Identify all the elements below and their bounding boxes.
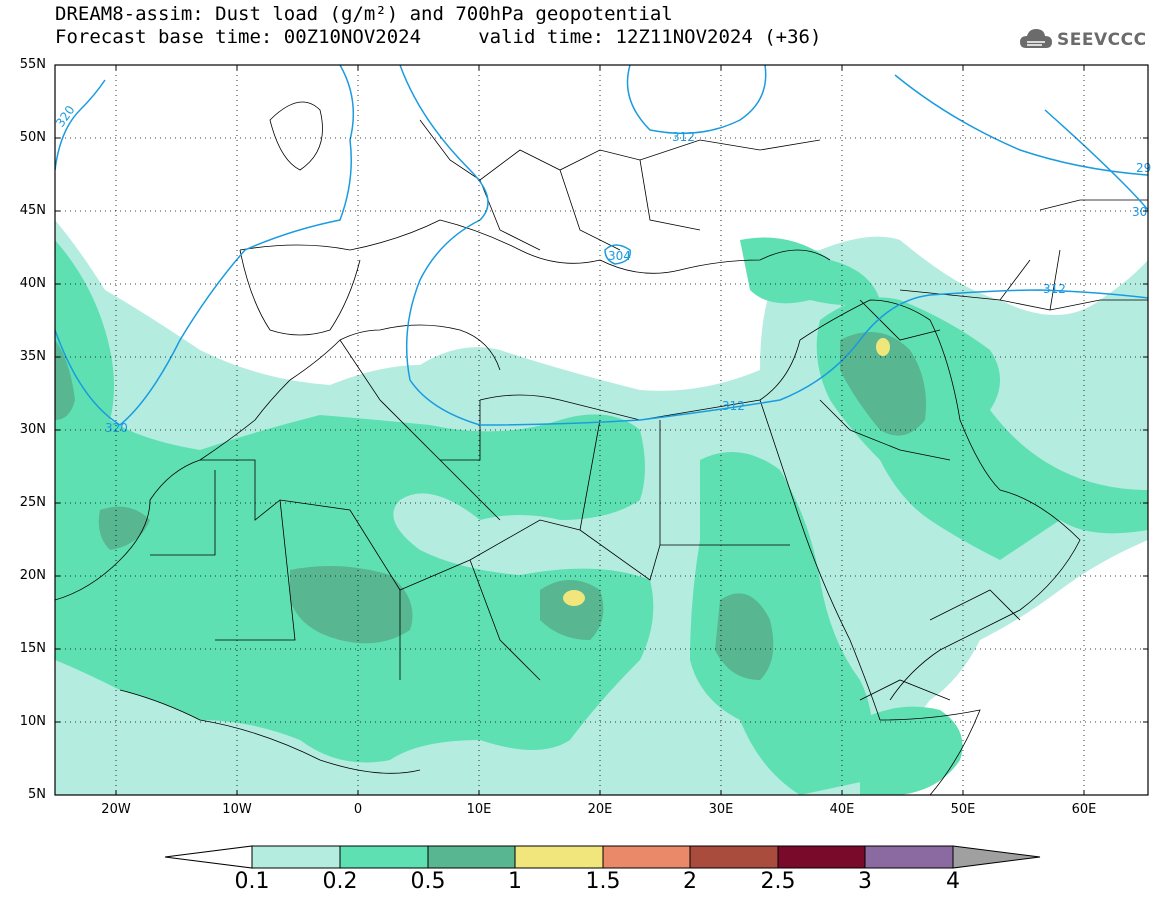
dust-level-peak	[876, 338, 890, 356]
colorbar-swatch	[689, 845, 779, 869]
border-line	[339, 339, 501, 521]
dust-level-medium	[860, 706, 963, 795]
seevccc-logo: SEEVCCC	[1018, 26, 1147, 54]
coastline-red-sea	[759, 399, 881, 721]
dust-level-dense	[840, 332, 926, 436]
dust-level-dense	[540, 580, 604, 640]
border-line	[150, 419, 661, 681]
contour-312-north	[626, 65, 767, 135]
dust-level-dense	[98, 506, 150, 550]
colorbar-swatch	[251, 845, 341, 869]
forecast-time-subtitle: Forecast base time: 00Z10NOV2024 valid t…	[55, 26, 822, 48]
lat-label: 40N	[19, 276, 46, 291]
border-line	[859, 589, 1021, 701]
colorbar-label: 2	[683, 869, 697, 894]
lat-label: 55N	[19, 57, 46, 72]
colorbar-swatch	[777, 845, 866, 869]
colorbar-low-arrow	[164, 845, 253, 869]
border-line	[200, 459, 790, 591]
lat-label: 35N	[19, 349, 46, 364]
lon-label: 40E	[829, 802, 855, 817]
coastline-gulf-guinea	[119, 689, 421, 774]
colorbar-label: 1	[508, 869, 522, 894]
lon-label: 20W	[101, 802, 131, 817]
dust-level-dense	[290, 566, 413, 644]
lon-label: 50E	[950, 802, 976, 817]
lon-label: 10E	[466, 802, 492, 817]
colorbar	[164, 845, 1041, 869]
dust-level-dense	[55, 340, 75, 420]
lat-label: 10N	[19, 714, 46, 729]
colorbar-label: 2.5	[760, 869, 796, 894]
contour-label: 320	[105, 421, 128, 435]
contour-30x	[1044, 109, 1148, 211]
colorbar-label: 1.5	[585, 869, 621, 894]
dust-level-medium	[55, 240, 654, 763]
colorbar-swatch	[602, 845, 691, 869]
lon-label: 0	[353, 802, 363, 817]
dust-level-medium	[690, 452, 874, 795]
colorbar-label: 0.5	[410, 869, 446, 894]
contour-312-main	[399, 65, 1148, 426]
contour-label: 312	[722, 399, 745, 413]
map-title: DREAM8-assim: Dust load (g/m²) and 700hP…	[55, 3, 673, 25]
contour-label: 312	[672, 130, 695, 144]
lat-label: 30N	[19, 422, 46, 437]
lon-label: 10W	[222, 802, 252, 817]
coastline-horn-africa	[879, 709, 981, 795]
colorbar-label: 3	[858, 869, 872, 894]
lat-label: 50N	[19, 130, 46, 145]
country-borders	[55, 101, 1148, 795]
cloud-icon	[1020, 29, 1052, 48]
coastline-west-africa	[55, 324, 501, 601]
colorbar-high-arrow	[952, 845, 1041, 869]
coastline-iberia	[239, 249, 361, 336]
colorbar-swatch	[339, 845, 429, 869]
contour-label: 29	[1136, 161, 1151, 175]
graticule	[55, 65, 1148, 795]
lat-label: 15N	[19, 641, 46, 656]
colorbar-swatch	[514, 845, 604, 869]
lat-label: 45N	[19, 203, 46, 218]
lat-label: 25N	[19, 495, 46, 510]
dust-level-peak	[563, 590, 585, 606]
colorbar-label: 4	[946, 869, 960, 894]
border-line	[419, 119, 821, 181]
coastline-britain	[269, 101, 323, 171]
contour-320-west	[55, 65, 355, 426]
colorbar-swatch	[427, 845, 516, 869]
border-line	[999, 199, 1148, 311]
lon-label: 60E	[1071, 802, 1097, 817]
coastline-europe	[239, 219, 831, 274]
dust-level-dense	[715, 593, 774, 680]
lon-label: 30E	[708, 802, 734, 817]
contour-label: 30	[1132, 205, 1147, 219]
contour-320-northwest	[55, 79, 106, 171]
contour-label-group: 320 312 304 312 320 312 29 30	[53, 103, 1151, 435]
colorbar-swatch	[864, 845, 954, 869]
colorbar-label: 0.2	[322, 869, 358, 894]
coastline-arabia	[799, 299, 1081, 701]
contour-29x	[894, 74, 1148, 176]
contour-304	[604, 244, 631, 265]
contour-label: 312	[1043, 282, 1066, 296]
lat-label: 5N	[28, 787, 46, 802]
geopotential-contours	[55, 65, 1148, 426]
dust-level-medium	[740, 237, 880, 305]
colorbar-label: 0.1	[234, 869, 270, 894]
lon-label: 20E	[587, 802, 613, 817]
dust-fields	[55, 220, 1148, 795]
lat-label: 20N	[19, 568, 46, 583]
contour-label: 304	[608, 249, 631, 263]
axis-ticks	[55, 64, 1148, 796]
logo-text: SEEVCCC	[1057, 30, 1147, 50]
